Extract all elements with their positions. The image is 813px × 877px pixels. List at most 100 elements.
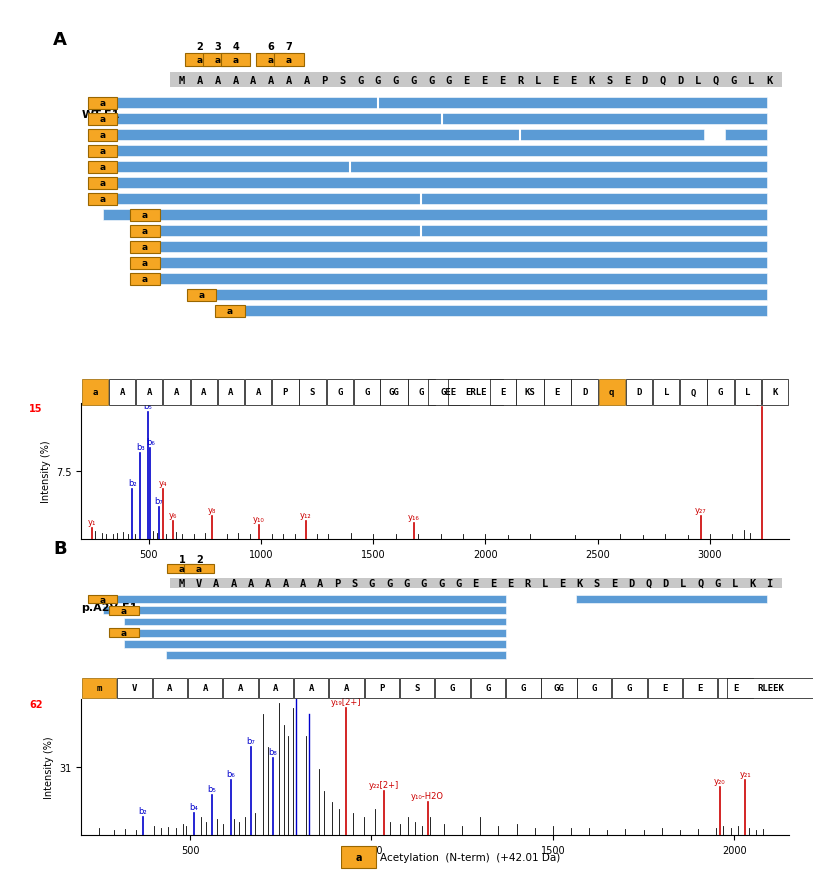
Text: a: a <box>355 852 362 862</box>
Text: b₃: b₃ <box>136 442 145 452</box>
Text: a: a <box>92 388 98 397</box>
Text: A: A <box>303 75 310 86</box>
FancyBboxPatch shape <box>245 379 272 406</box>
FancyBboxPatch shape <box>380 379 408 406</box>
Bar <box>102 114 767 125</box>
Text: S: S <box>310 388 315 397</box>
Text: A: A <box>231 578 237 588</box>
Text: G: G <box>446 75 452 86</box>
FancyBboxPatch shape <box>203 54 233 68</box>
Text: R: R <box>524 578 531 588</box>
Text: b₅: b₅ <box>143 402 152 410</box>
Text: E: E <box>662 683 667 693</box>
FancyBboxPatch shape <box>707 379 734 406</box>
Bar <box>102 194 767 205</box>
Bar <box>725 130 767 141</box>
Text: E: E <box>698 683 703 693</box>
Text: a: a <box>198 291 205 300</box>
Text: y₆: y₆ <box>169 510 177 519</box>
Text: 3: 3 <box>215 42 221 52</box>
Text: y₃₀: y₃₀ <box>756 397 767 406</box>
Text: 62: 62 <box>29 699 42 709</box>
Text: S: S <box>593 578 600 588</box>
FancyBboxPatch shape <box>163 379 189 406</box>
FancyBboxPatch shape <box>329 678 363 698</box>
Bar <box>102 162 767 173</box>
FancyBboxPatch shape <box>130 210 160 222</box>
FancyBboxPatch shape <box>400 678 434 698</box>
Bar <box>102 607 506 615</box>
Bar <box>124 629 506 637</box>
Text: A: A <box>268 75 274 86</box>
Text: E: E <box>472 578 479 588</box>
Text: L: L <box>541 578 548 588</box>
Text: a: a <box>99 131 106 140</box>
Bar <box>102 146 767 157</box>
Text: E: E <box>733 683 738 693</box>
Text: a: a <box>142 243 148 252</box>
Text: A: A <box>344 683 350 693</box>
Text: y₁₀-H2O: y₁₀-H2O <box>411 791 444 800</box>
FancyBboxPatch shape <box>299 379 326 406</box>
FancyBboxPatch shape <box>109 629 138 638</box>
FancyBboxPatch shape <box>88 130 117 142</box>
FancyBboxPatch shape <box>130 241 160 253</box>
Text: q: q <box>609 388 615 397</box>
Text: M: M <box>179 75 185 86</box>
Text: P: P <box>321 75 328 86</box>
FancyBboxPatch shape <box>436 678 470 698</box>
FancyBboxPatch shape <box>117 678 151 698</box>
FancyBboxPatch shape <box>762 379 788 406</box>
FancyBboxPatch shape <box>167 565 197 574</box>
Text: A: A <box>233 75 239 86</box>
Text: b₈: b₈ <box>268 747 277 756</box>
FancyBboxPatch shape <box>653 379 680 406</box>
Text: a: a <box>268 56 274 65</box>
Text: L: L <box>663 388 669 397</box>
Text: y₁₉[2+]: y₁₉[2+] <box>331 696 361 706</box>
FancyBboxPatch shape <box>680 379 706 406</box>
Text: S: S <box>415 683 420 693</box>
Text: KS: KS <box>525 388 536 397</box>
Text: A: A <box>146 388 152 397</box>
Bar <box>145 226 767 237</box>
Text: E: E <box>499 75 506 86</box>
Text: E: E <box>553 75 559 86</box>
FancyBboxPatch shape <box>88 146 117 158</box>
Bar <box>576 595 767 603</box>
FancyBboxPatch shape <box>572 379 598 406</box>
Text: y₄: y₄ <box>159 479 167 488</box>
Text: A: A <box>174 388 179 397</box>
Text: E: E <box>463 75 470 86</box>
FancyBboxPatch shape <box>88 177 117 189</box>
FancyBboxPatch shape <box>88 161 117 174</box>
Text: y₂₁: y₂₁ <box>739 769 751 778</box>
Text: L: L <box>748 75 754 86</box>
FancyBboxPatch shape <box>365 678 399 698</box>
Text: K: K <box>772 388 778 397</box>
Bar <box>124 640 506 648</box>
Text: K: K <box>749 578 755 588</box>
Text: D: D <box>641 75 648 86</box>
Bar <box>102 210 767 221</box>
Text: Q: Q <box>697 578 703 588</box>
Text: G: G <box>419 388 424 397</box>
FancyBboxPatch shape <box>109 379 135 406</box>
FancyBboxPatch shape <box>256 54 286 68</box>
Text: L: L <box>695 75 701 86</box>
FancyBboxPatch shape <box>215 305 245 317</box>
Text: b₂: b₂ <box>128 479 137 488</box>
FancyBboxPatch shape <box>224 678 258 698</box>
FancyBboxPatch shape <box>187 289 216 302</box>
Text: a: a <box>196 565 202 574</box>
FancyBboxPatch shape <box>354 379 380 406</box>
Text: D: D <box>582 388 587 397</box>
Text: b₇: b₇ <box>246 736 255 745</box>
FancyBboxPatch shape <box>719 678 753 698</box>
Text: E: E <box>489 578 496 588</box>
FancyBboxPatch shape <box>88 595 117 603</box>
FancyBboxPatch shape <box>218 379 244 406</box>
Text: E: E <box>507 578 513 588</box>
Text: a: a <box>215 56 221 65</box>
Text: GG: GG <box>389 388 399 397</box>
